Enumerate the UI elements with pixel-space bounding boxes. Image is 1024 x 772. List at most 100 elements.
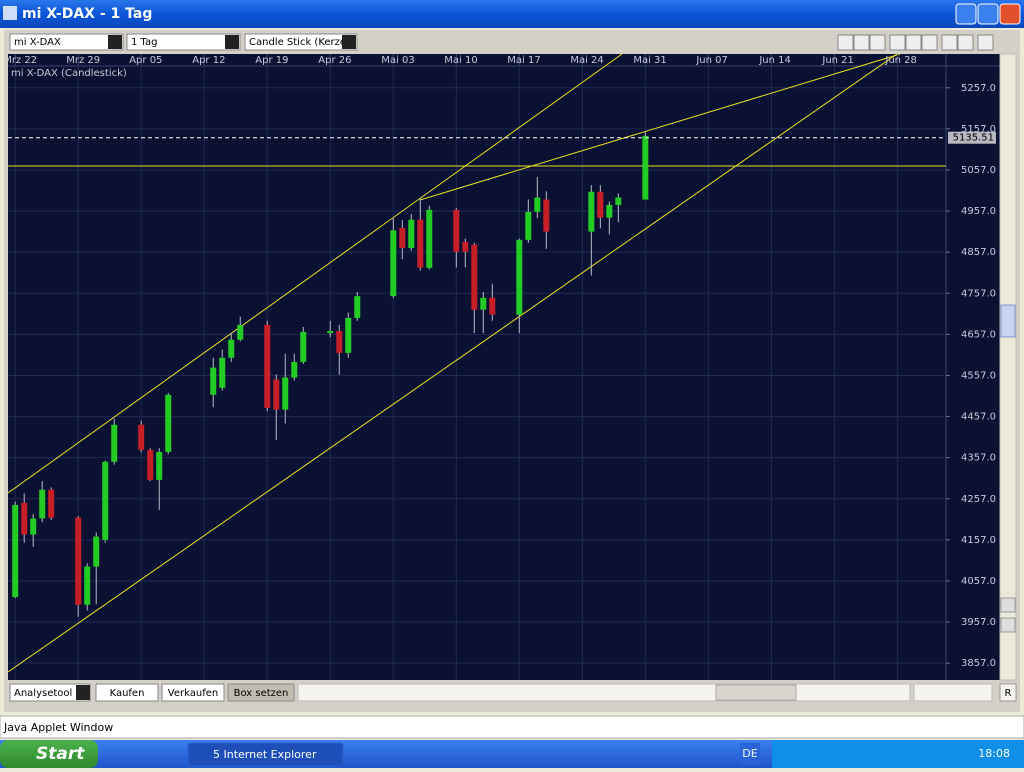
tool-icon[interactable] (977, 34, 994, 51)
bottom-bar: Analysetool Kaufen Verkaufen Box setzen … (9, 683, 1017, 702)
language-label: DE (742, 747, 757, 760)
candle-body (408, 219, 415, 249)
interval-text: 1 Tag (131, 37, 157, 48)
vertical-scrollbar[interactable] (999, 53, 1017, 681)
x-tick-label: Mrz 29 (66, 55, 100, 66)
app-icon (3, 6, 17, 20)
candle-body (525, 211, 532, 240)
candle-body (516, 239, 523, 315)
button[interactable] (161, 683, 225, 702)
x-tick-label: Mai 03 (381, 55, 414, 66)
candle-body (534, 197, 541, 212)
tool-icon[interactable] (905, 34, 922, 51)
tool-icon[interactable] (837, 34, 854, 51)
y-tick-label: 5057.0 (961, 165, 996, 176)
interval-dropdown[interactable] (126, 33, 241, 51)
y-tick-label: 4257.0 (961, 494, 996, 505)
button[interactable] (999, 683, 1017, 702)
candle-body (147, 449, 154, 480)
candle-body (273, 379, 280, 410)
candle-body (291, 361, 298, 378)
tool-icon[interactable] (853, 34, 870, 51)
y-tick-label: 4457.0 (961, 412, 996, 423)
candle-body (642, 135, 649, 200)
x-tick-label: Apr 19 (255, 55, 288, 66)
button-label: Analysetool (14, 688, 72, 699)
trend-line (8, 54, 623, 494)
candle-body (138, 424, 145, 450)
candle-body (48, 489, 55, 518)
candle-body (417, 219, 424, 268)
y-tick-label: 4857.0 (961, 247, 996, 258)
minimize-button[interactable] (955, 3, 977, 25)
candle-body (102, 461, 109, 540)
candle-body (345, 317, 352, 353)
candle-body (21, 502, 28, 535)
tool-icon[interactable] (869, 34, 886, 51)
candle-body (426, 209, 433, 268)
scroll-thumb[interactable] (1000, 304, 1016, 338)
candle-body (210, 367, 217, 395)
x-tick-label: Mai 31 (633, 55, 666, 66)
style-dropdown[interactable] (244, 33, 358, 51)
y-tick-label: 4957.0 (961, 206, 996, 217)
button-label: Kaufen (110, 688, 145, 699)
language-indicator[interactable] (740, 743, 760, 765)
candle-body (75, 517, 82, 605)
start-button[interactable] (0, 740, 98, 768)
button-label: Box setzen (234, 688, 289, 699)
grid (8, 66, 946, 680)
candle-body (471, 244, 478, 310)
tool-icon[interactable] (889, 34, 906, 51)
zoom-slider[interactable] (913, 683, 993, 702)
candle-body (12, 504, 19, 597)
button-label: Verkaufen (168, 688, 218, 699)
symbol-dropdown[interactable] (9, 33, 124, 51)
x-tick-label: Jun 07 (695, 55, 728, 66)
dropdown-arrow[interactable] (225, 35, 239, 49)
close-button[interactable] (999, 3, 1021, 25)
candle-body (219, 357, 226, 388)
candle-body (237, 324, 244, 340)
trend-line (8, 54, 898, 673)
button[interactable] (95, 683, 159, 702)
tool-icon[interactable] (941, 34, 958, 51)
candle-body (156, 451, 163, 480)
x-tick-label: Mai 10 (444, 55, 477, 66)
last-price-box (948, 131, 996, 144)
y-tick-label: 3957.0 (961, 617, 996, 628)
last-price-label: 5135.51 (953, 133, 994, 144)
candle-body (597, 191, 604, 218)
maximize-button[interactable] (977, 3, 999, 25)
tool-icon[interactable] (957, 34, 974, 51)
horizontal-scrollbar[interactable] (297, 683, 911, 702)
zoom-in[interactable] (1000, 597, 1016, 613)
candle-body (300, 331, 307, 362)
dropdown-arrow[interactable] (108, 35, 122, 49)
task-button[interactable] (187, 742, 344, 767)
candle-body (336, 331, 343, 353)
candle-body (453, 209, 460, 252)
x-tick-label: Mai 24 (570, 55, 603, 66)
y-tick-label: 5257.0 (961, 83, 996, 94)
zoom-out[interactable] (1000, 617, 1016, 633)
candle-body (111, 424, 118, 462)
trend-line (419, 54, 901, 201)
button[interactable] (227, 683, 295, 702)
dropdown-arrow[interactable] (76, 685, 90, 700)
candle-body (543, 199, 550, 232)
x-tick-label: Jun 28 (884, 55, 917, 66)
clock: 18:08 (978, 747, 1010, 760)
candle-body (588, 191, 595, 232)
candle-body (462, 241, 469, 252)
button-label: R (1005, 688, 1012, 699)
start-label: Start (36, 744, 85, 764)
candle-body (228, 339, 235, 358)
dropdown-arrow[interactable] (342, 35, 356, 49)
candle-body (615, 197, 622, 205)
symbol-text: mi X-DAX (14, 37, 61, 48)
scroll-thumb[interactable] (715, 684, 797, 701)
x-tick-label: Mrz 22 (3, 55, 37, 66)
y-tick-label: 4157.0 (961, 535, 996, 546)
tool-icon[interactable] (921, 34, 938, 51)
